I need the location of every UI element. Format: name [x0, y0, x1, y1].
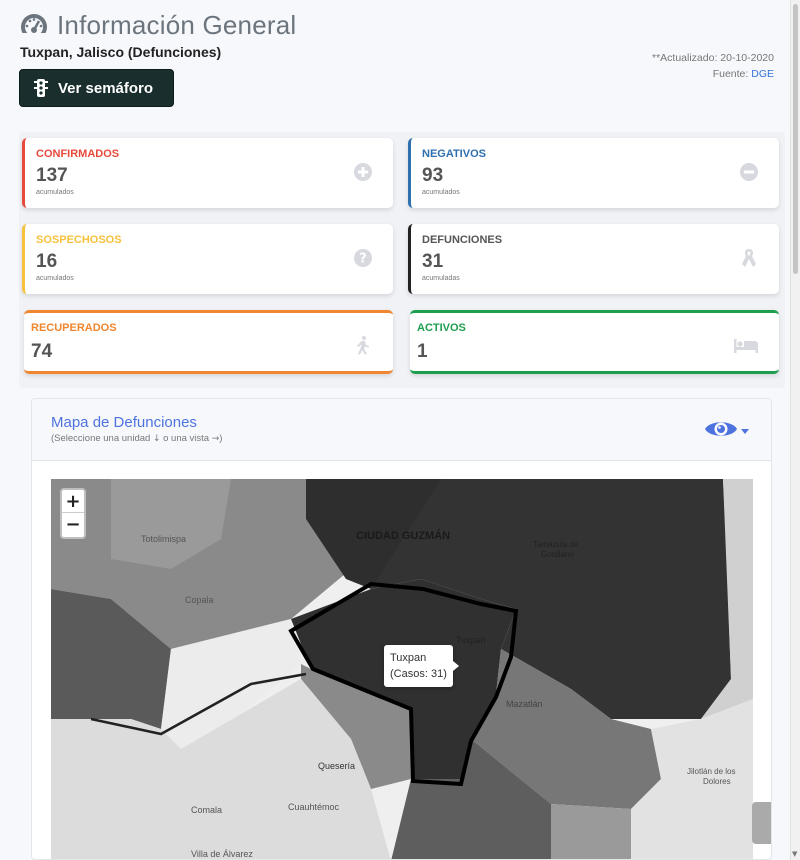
traffic-light-icon — [34, 79, 48, 97]
zoom-in-button[interactable]: + — [62, 490, 84, 513]
card-value: 137 — [36, 165, 68, 186]
card-label: RECUPERADOS — [31, 322, 117, 334]
arrow-right-icon: → — [211, 434, 220, 444]
place-label: Jilotlán de los — [687, 767, 735, 776]
source-label: Fuente: — [712, 68, 749, 80]
walking-icon — [357, 336, 369, 355]
scrollbar-thumb[interactable] — [793, 4, 798, 274]
ver-semaforo-label: Ver semáforo — [58, 79, 154, 97]
page-title: Información General — [57, 10, 297, 40]
card-sub: acumulados — [36, 189, 74, 196]
svg-text:?: ? — [359, 252, 367, 267]
place-label: Tuxpan — [456, 635, 486, 645]
place-label: Comala — [191, 805, 222, 815]
stats-cards: CONFIRMADOS 137 acumulados NEGATIVOS 93 … — [19, 132, 785, 388]
map-header: Mapa de Defunciones (Seleccione una unid… — [32, 399, 771, 461]
map-choropleth: Totolimispa CIUDAD GUZMÁN Tamazula de Go… — [51, 479, 753, 859]
place-label: Mazatlán — [506, 699, 543, 709]
updated-date: **Actualizado: 20-10-2020 — [651, 52, 774, 64]
map-hint-c: ) — [219, 433, 223, 444]
region-tamazula — [371, 479, 731, 719]
border-line — [90, 672, 307, 736]
region-southeast — [551, 804, 631, 859]
caret-down-icon — [741, 429, 749, 434]
region-east-strip — [701, 479, 753, 719]
zoom-control: + − — [60, 488, 86, 539]
scrollbar[interactable]: ▼ — [791, 0, 800, 860]
place-label: Quesería — [318, 761, 355, 771]
arrow-down-icon: ↓ — [152, 434, 161, 444]
region-southwest — [51, 589, 171, 729]
source-link[interactable]: DGE — [751, 68, 774, 80]
region-copala — [161, 619, 301, 749]
minus-circle-icon — [740, 163, 758, 181]
card-label: DEFUNCIONES — [422, 234, 503, 246]
card-sub: acumulados — [36, 275, 74, 282]
map-hint: (Seleccione una unidad ↓ o una vista →) — [51, 433, 222, 444]
region-colima — [51, 679, 391, 859]
region-queseria-north — [301, 664, 411, 789]
update-info: **Actualizado: 20-10-2020 Fuente: DGE — [652, 50, 774, 82]
card-value: 31 — [422, 251, 444, 272]
card-label: CONFIRMADOS — [36, 148, 120, 160]
place-label: Tamazula de — [533, 540, 579, 549]
card-value: 1 — [417, 341, 428, 362]
place-label: CIUDAD GUZMÁN — [356, 529, 450, 542]
card-value: 74 — [31, 341, 53, 362]
ribbon-icon — [742, 249, 756, 267]
map-tooltip: Tuxpan (Casos: 31) — [384, 645, 459, 687]
place-label: Dolores — [703, 777, 731, 786]
bed-icon — [734, 339, 758, 353]
header: Información General — [19, 10, 296, 41]
map-side-control[interactable] — [752, 802, 771, 844]
tuxpan-highlight — [288, 581, 519, 787]
place-label: Totolimispa — [141, 534, 186, 544]
tooltip-name: Tuxpan — [390, 652, 427, 664]
question-circle-icon: ? — [354, 249, 372, 267]
zoom-out-button[interactable]: − — [65, 514, 81, 535]
region-south — [391, 739, 551, 859]
region-totolimispa — [111, 479, 231, 569]
place-label: Gordiano — [541, 550, 574, 559]
card-recuperados: RECUPERADOS 74 — [24, 310, 393, 374]
view-dropdown-button[interactable] — [704, 417, 749, 441]
map-panel: Mapa de Defunciones (Seleccione una unid… — [31, 398, 772, 860]
location-subtitle: Tuxpan, Jalisco (Defunciones) — [20, 44, 222, 60]
region-pihuamo — [471, 649, 661, 809]
tachometer-icon — [19, 13, 49, 41]
card-confirmados: CONFIRMADOS 137 acumulados — [22, 138, 393, 208]
place-label: Cuauhtémoc — [288, 802, 340, 812]
place-label: Villa de Álvarez — [191, 849, 253, 859]
tooltip-cases: (Casos: 31) — [390, 668, 447, 680]
place-label: Copala — [185, 595, 214, 605]
eye-icon — [705, 422, 737, 436]
map-hint-a: (Seleccione una unidad — [51, 433, 151, 444]
card-defunciones: DEFUNCIONES 31 acumuladas — [408, 224, 779, 294]
card-value: 16 — [36, 251, 58, 272]
card-sospechosos: SOSPECHOSOS 16 acumulados ? — [22, 224, 393, 294]
card-negativos: NEGATIVOS 93 acumulados — [408, 138, 779, 208]
region-jilotlan — [631, 699, 753, 859]
card-value: 93 — [422, 165, 444, 186]
card-sub: acumuladas — [422, 275, 460, 282]
map-hint-b: o una vista — [163, 433, 210, 444]
card-label: SOSPECHOSOS — [36, 234, 122, 246]
plus-circle-icon — [354, 163, 372, 181]
card-label: ACTIVOS — [417, 322, 466, 334]
ver-semaforo-button[interactable]: Ver semáforo — [19, 69, 174, 107]
card-activos: ACTIVOS 1 — [410, 310, 779, 374]
map-title: Mapa de Defunciones — [51, 414, 197, 431]
card-sub: acumulados — [422, 189, 460, 196]
card-label: NEGATIVOS — [422, 148, 486, 160]
scroll-down-icon[interactable]: ▼ — [792, 850, 798, 858]
